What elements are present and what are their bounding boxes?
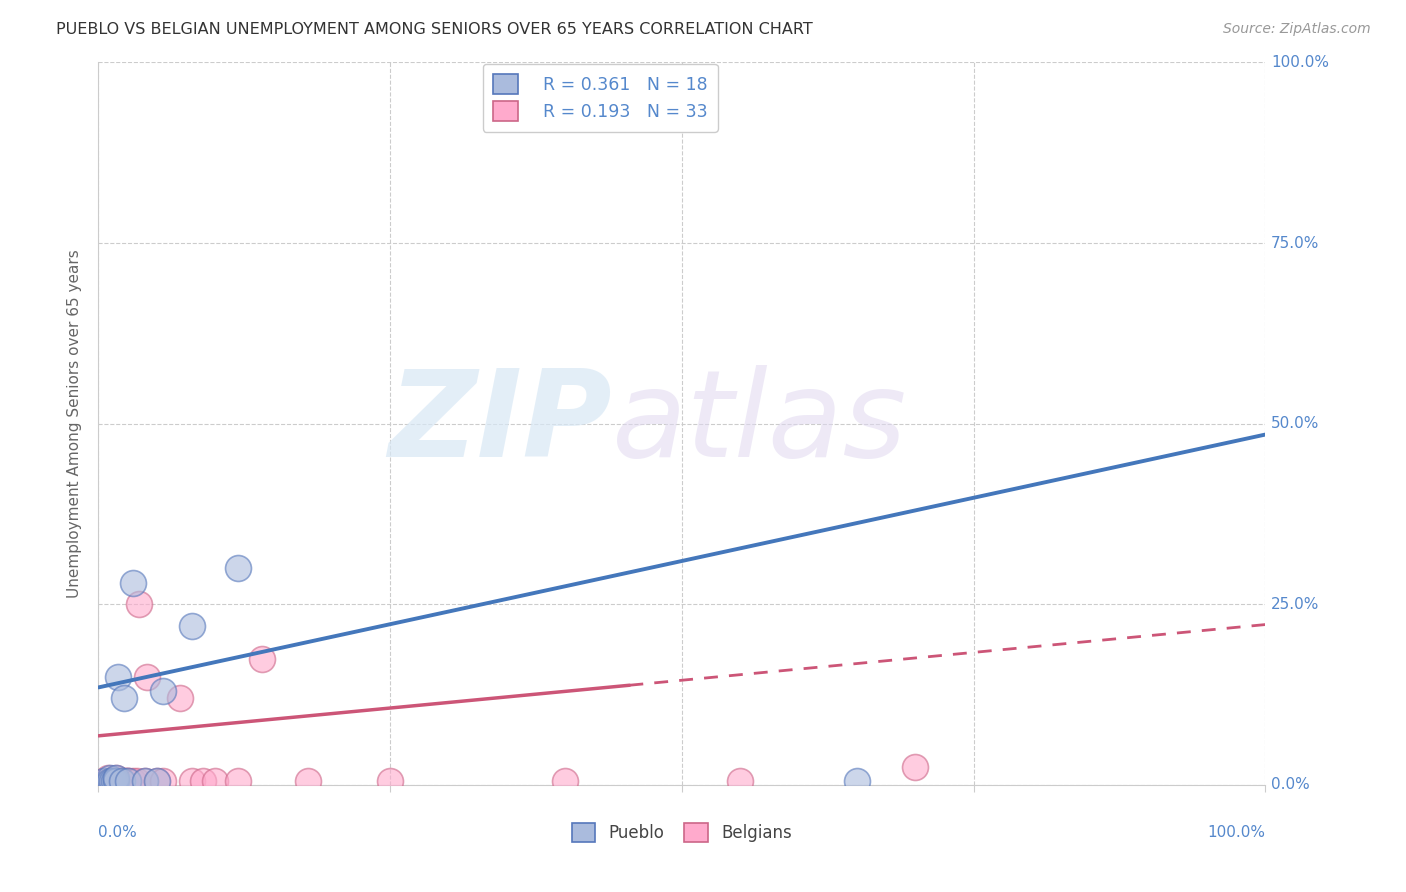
Point xyxy=(93,774,115,789)
Point xyxy=(146,774,169,789)
Point xyxy=(107,774,129,789)
Legend: Pueblo, Belgians: Pueblo, Belgians xyxy=(565,816,799,849)
Point xyxy=(122,575,145,590)
Point xyxy=(98,774,121,789)
Point xyxy=(98,774,121,789)
Point xyxy=(103,774,125,789)
Point xyxy=(169,691,191,706)
Point xyxy=(554,774,576,789)
Point xyxy=(117,774,139,789)
Text: atlas: atlas xyxy=(612,365,907,483)
Point xyxy=(134,774,156,789)
Point xyxy=(108,774,131,789)
Point xyxy=(104,774,127,789)
Point xyxy=(228,561,250,575)
Point xyxy=(152,684,174,698)
Point xyxy=(104,771,127,785)
Point xyxy=(128,598,150,612)
Point xyxy=(112,691,135,706)
Text: Source: ZipAtlas.com: Source: ZipAtlas.com xyxy=(1223,22,1371,37)
Point xyxy=(104,774,127,789)
Point xyxy=(730,774,752,789)
Point xyxy=(204,774,226,789)
Point xyxy=(93,774,115,789)
Point xyxy=(104,771,127,785)
Point xyxy=(228,774,250,789)
Point xyxy=(193,774,215,789)
Point xyxy=(180,774,202,789)
Text: 100.0%: 100.0% xyxy=(1271,55,1329,70)
Text: 0.0%: 0.0% xyxy=(1271,778,1310,792)
Text: 0.0%: 0.0% xyxy=(98,825,138,839)
Point xyxy=(111,774,134,789)
Y-axis label: Unemployment Among Seniors over 65 years: Unemployment Among Seniors over 65 years xyxy=(67,250,83,598)
Point xyxy=(111,774,134,789)
Point xyxy=(152,774,174,789)
Point xyxy=(380,774,402,789)
Point xyxy=(98,774,121,789)
Point xyxy=(297,774,319,789)
Point xyxy=(136,669,159,683)
Point xyxy=(250,651,273,665)
Point xyxy=(101,774,124,789)
Point xyxy=(134,774,156,789)
Point xyxy=(117,774,139,789)
Point xyxy=(146,774,169,789)
Point xyxy=(98,771,121,785)
Point xyxy=(112,774,135,789)
Point xyxy=(97,771,120,785)
Point xyxy=(103,774,125,789)
Point xyxy=(180,619,202,633)
Text: ZIP: ZIP xyxy=(388,365,612,483)
Point xyxy=(122,774,145,789)
Point xyxy=(904,760,927,774)
Point xyxy=(101,774,124,789)
Point xyxy=(107,669,129,683)
Text: 100.0%: 100.0% xyxy=(1208,825,1265,839)
Text: 75.0%: 75.0% xyxy=(1271,235,1320,251)
Point xyxy=(117,774,139,789)
Point xyxy=(125,774,148,789)
Point xyxy=(846,774,869,789)
Text: PUEBLO VS BELGIAN UNEMPLOYMENT AMONG SENIORS OVER 65 YEARS CORRELATION CHART: PUEBLO VS BELGIAN UNEMPLOYMENT AMONG SEN… xyxy=(56,22,813,37)
Text: 25.0%: 25.0% xyxy=(1271,597,1320,612)
Point xyxy=(114,774,136,789)
Text: 50.0%: 50.0% xyxy=(1271,417,1320,431)
